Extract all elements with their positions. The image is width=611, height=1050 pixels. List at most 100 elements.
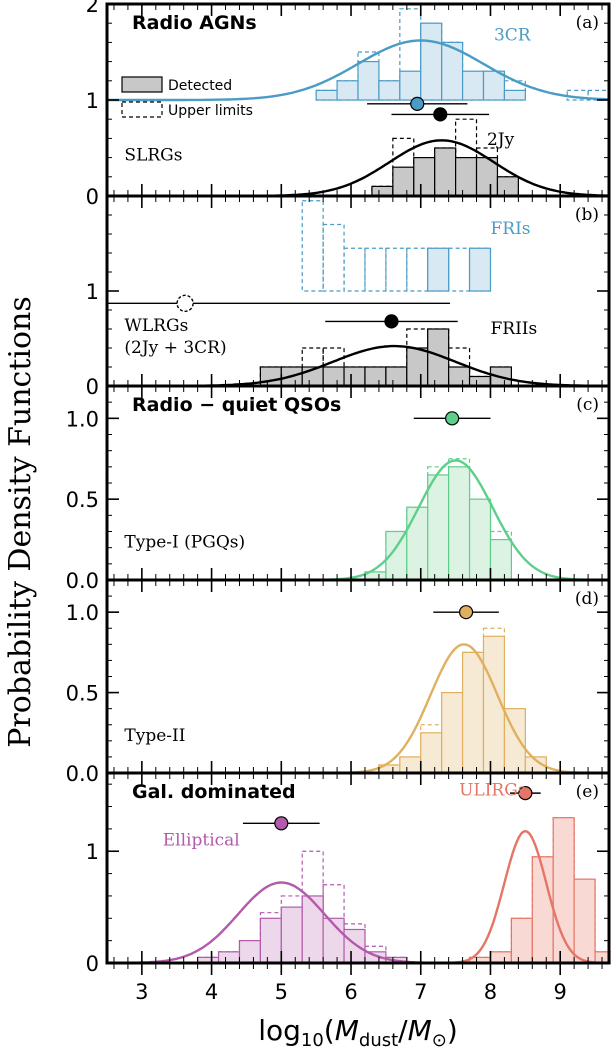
annotation-label: 2Jy (487, 130, 515, 150)
y-tick-label: 1.0 (66, 407, 99, 431)
detected-bar (489, 538, 512, 581)
y-tick-label: 2 (86, 0, 99, 17)
median-marker-limit (176, 294, 194, 313)
detected-bar (364, 366, 387, 387)
detected-bar (461, 70, 485, 101)
annotation-label: Type-II (124, 726, 185, 746)
detected-bar (448, 466, 471, 581)
detected-bar (336, 80, 359, 101)
detected-bar (392, 166, 415, 197)
y-tick-label: 1 (86, 840, 99, 864)
legend-detected-label: Detected (168, 78, 232, 94)
upper-limit-bar (385, 247, 408, 292)
x-label-sun: ⊙ (432, 1030, 447, 1050)
upper-limit-bar (301, 200, 324, 292)
y-tick-label: 1 (86, 280, 99, 304)
annotation-label: SLRGs (124, 145, 182, 165)
gaussian-fit-curve (107, 643, 609, 775)
detected-bar (468, 247, 492, 292)
detected-bar (343, 928, 366, 964)
detected-bar (441, 691, 464, 774)
panel-letter: (c) (576, 395, 599, 415)
median-marker (433, 107, 448, 122)
detected-bar (315, 89, 338, 101)
detected-bar (427, 474, 450, 581)
detected-bar (280, 906, 303, 964)
x-tick-label: 9 (554, 980, 567, 1004)
x-ticks (113, 580, 603, 773)
series-fris (107, 200, 492, 313)
detected-bar (259, 917, 282, 964)
detected-bar (238, 940, 261, 964)
x-axis-label: log10(Mdust/M⊙) (258, 1014, 458, 1050)
upper-limit-bar (448, 247, 471, 292)
detected-bar (420, 732, 443, 774)
upper-limit-bar (259, 912, 282, 964)
panel-d: Type-II (d) 0.0 0.5 1.0 (66, 578, 611, 786)
x-label-close: ) (447, 1014, 458, 1047)
series-3cr (107, 8, 610, 111)
annotation-label: 3CR (494, 25, 532, 45)
panel-frame (105, 771, 611, 965)
panel-title: Radio − quiet QSOs (132, 394, 341, 416)
y-tick-label: 0.5 (66, 682, 99, 706)
panel-title: Gal. dominated (132, 781, 296, 803)
y-tick-label: 1.0 (66, 601, 99, 625)
y-tick-label: 0.0 (66, 762, 99, 786)
detected-bar (455, 157, 478, 197)
median-marker (518, 786, 533, 801)
detected-bar (343, 366, 366, 387)
annotation-label: ULIRGs (459, 780, 526, 800)
median-marker (458, 605, 474, 620)
detected-bar (399, 756, 422, 774)
x-label-slash: / (398, 1014, 408, 1047)
series-type-i-pgqs- (107, 411, 609, 582)
series-type-ii (107, 605, 609, 775)
detected-bar (573, 878, 596, 964)
upper-limit-bar (322, 884, 345, 964)
x-label-dust: dust (359, 1030, 398, 1050)
y-tick-label: 0.5 (66, 488, 99, 512)
detected-bar (420, 22, 443, 101)
y-tick-label: 0 (86, 375, 99, 399)
detected-bar (217, 951, 241, 964)
upper-limit-bar (448, 458, 471, 581)
detected-bar (378, 80, 401, 101)
detected-bar (434, 147, 457, 197)
upper-limit-bar (406, 247, 429, 292)
detected-bar (461, 651, 485, 774)
upper-limit-bar (364, 247, 387, 292)
x-label-m-sun: M (408, 1014, 432, 1047)
detected-bar (406, 347, 429, 387)
gaussian-fit-curve (107, 459, 609, 582)
detected-bar (552, 817, 575, 964)
gaussian-fit-curve (107, 39, 609, 102)
annotation-label: FRIs (490, 219, 530, 239)
detected-bar (427, 247, 450, 292)
legend-detected-swatch (121, 76, 163, 93)
x-tick-label: 8 (484, 980, 497, 1004)
panel-e: Elliptical ULIRGs Gal. dominated (e) 0 1 (86, 771, 611, 976)
y-tick-label: 0 (86, 952, 99, 976)
annotation-label: Type-I (PGQs) (124, 533, 245, 553)
panel-title: Radio AGNs (132, 12, 257, 34)
panel-c: Type-I (PGQs) Radio − quiet QSOs (c) 0.0 0.5… (66, 384, 611, 593)
upper-limit-bar (322, 223, 345, 292)
detected-bar (301, 895, 324, 964)
detected-bar (413, 157, 436, 197)
median-marker (445, 411, 460, 426)
x-label-open: ( (324, 1014, 335, 1047)
panel-b: FRIs FRIIs WLRGs(2Jy + 3CR) (b) 0 1 (86, 194, 611, 399)
detected-bar (510, 917, 533, 964)
detected-bar (489, 951, 512, 964)
y-axis: 0 1 2 (86, 0, 609, 209)
detected-bar (496, 176, 519, 197)
y-tick-label: 0.0 (66, 569, 99, 593)
panel-letter: (a) (576, 13, 599, 33)
detected-bar (468, 498, 492, 581)
panel-a: 3CR 2Jy SLRGs Radio AGNs (a) Detected Upper li… (86, 0, 611, 209)
median-marker (384, 314, 399, 329)
x-tick-label: 7 (414, 980, 427, 1004)
detected-bar (399, 70, 422, 101)
